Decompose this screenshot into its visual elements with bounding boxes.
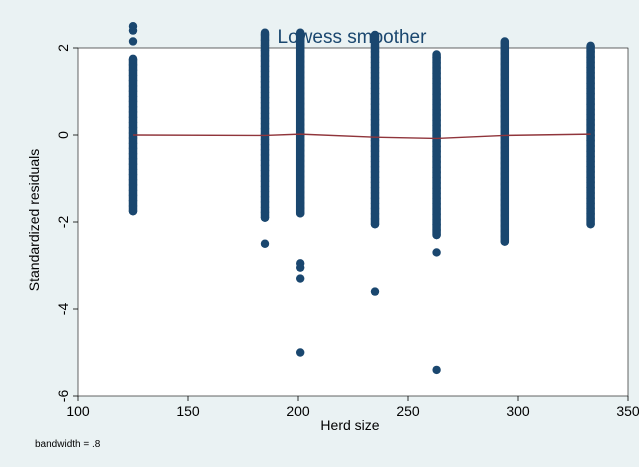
- x-tick-label: 150: [176, 403, 200, 419]
- scatter-point: [128, 22, 138, 31]
- scatter-point: [296, 348, 305, 357]
- scatter-point: [128, 37, 138, 46]
- scatter-point: [432, 248, 441, 257]
- y-tick-label: -4: [55, 303, 71, 316]
- lowess-lines: [132, 133, 591, 140]
- scatter-point: [260, 30, 270, 40]
- scatter-point: [586, 42, 595, 51]
- y-tick-label: -2: [55, 216, 71, 229]
- scatter-points: [128, 22, 595, 375]
- scatter-point: [260, 239, 270, 248]
- scatter-point: [296, 263, 305, 272]
- y-tick-label: 2: [55, 44, 71, 52]
- scatter-point: [500, 39, 509, 48]
- x-tick-label: 100: [66, 403, 90, 419]
- scatter-point: [128, 55, 138, 64]
- scatter-point: [370, 32, 380, 41]
- scatter-point: [296, 274, 305, 283]
- y-tick-label: -6: [55, 390, 71, 403]
- scatter-point: [296, 31, 305, 41]
- x-tick-label: 300: [506, 403, 530, 419]
- plot-area: [77, 47, 629, 397]
- x-tick-label: 200: [286, 403, 310, 419]
- y-tick-label: 0: [55, 131, 71, 139]
- bandwidth-note: bandwidth = .8: [35, 439, 101, 450]
- lowess-line: [132, 133, 591, 140]
- x-tick-label: 350: [616, 403, 639, 419]
- scatter-point: [432, 53, 441, 62]
- x-axis-label: Herd size: [320, 417, 379, 433]
- y-axis-label: Standardized residuals: [26, 149, 42, 291]
- chart-title: Lowess smoother: [278, 27, 428, 48]
- scatter-point: [370, 287, 380, 296]
- x-tick-label: 250: [396, 403, 420, 419]
- scatter-point: [432, 365, 441, 375]
